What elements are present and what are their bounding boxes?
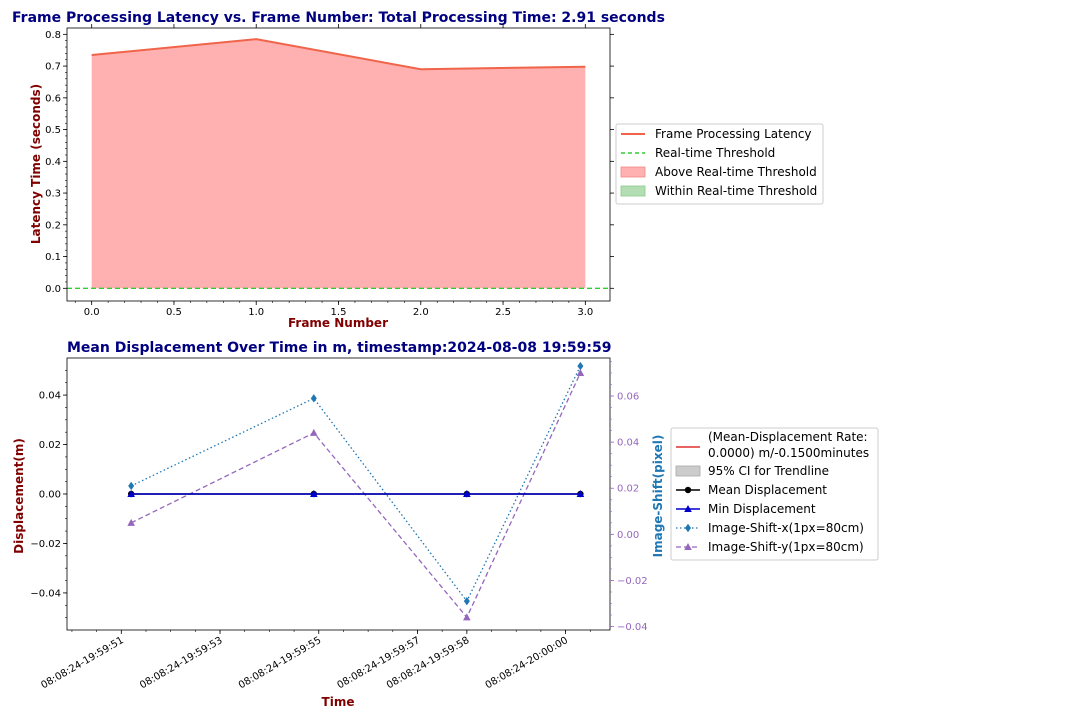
series-point <box>128 481 135 491</box>
legend-entry-label: (Mean-Displacement Rate: <box>708 430 868 444</box>
y2-tick-label: 0.04 <box>617 438 639 449</box>
y-tick-label: 0.00 <box>39 490 61 501</box>
y-tick-label: 0.8 <box>45 30 61 41</box>
y-tick-label: 0.04 <box>39 391 61 402</box>
x-tick-label: 1.0 <box>248 307 264 318</box>
y-tick-label: 0.5 <box>45 125 61 136</box>
latency-x-axis-label: Frame Number <box>288 316 388 330</box>
y2-tick-label: 0.00 <box>617 530 639 541</box>
displacement-x-ticks: 08:08:24-19:59:51 08:08:24-19:59:53 08:08:… <box>39 630 591 691</box>
legend-marker <box>684 543 692 550</box>
displacement-chart: Mean Displacement Over Time in m, timest… <box>12 340 879 709</box>
series-point <box>576 368 585 376</box>
y-tick-label: 0.3 <box>45 189 61 200</box>
latency-line <box>91 38 586 71</box>
series-point <box>463 490 471 497</box>
x-tick-label: 1.5 <box>331 307 347 318</box>
legend-marker <box>684 505 692 512</box>
legend-entry-label: 95% CI for Trendline <box>708 464 829 478</box>
x-tick-label: 2.0 <box>413 307 429 318</box>
x-tick-label: 0.5 <box>166 307 182 318</box>
legend-patch-swatch <box>620 166 646 178</box>
x-tick-label: 08:08:24-19:59:55 <box>237 635 323 691</box>
y-tick-label: 0.6 <box>45 93 61 104</box>
latency-area-group <box>67 38 610 289</box>
displacement-legend-box <box>670 427 879 561</box>
legend-entry-label: Mean Displacement <box>708 483 827 497</box>
latency-x-ticks: 0.0 0.5 1.0 1.5 2.0 2.5 3.0 <box>74 24 593 318</box>
legend-entry-label: Min Displacement <box>708 502 816 516</box>
legend-entry-label-line2: 0.0000) m/-0.1500minutes <box>708 446 869 460</box>
latency-chart: Frame Processing Latency vs. Frame Numbe… <box>12 10 824 330</box>
legend-entry-label: Image-Shift-y(1px=80cm) <box>708 540 864 554</box>
x-tick-label: 0.0 <box>84 307 100 318</box>
series-point <box>576 490 585 497</box>
y-tick-label: 0.4 <box>45 157 61 168</box>
series-line <box>130 372 581 619</box>
series-point <box>127 518 135 526</box>
y2-tick-label: −0.02 <box>617 576 648 587</box>
latency-y-axis-label: Latency Time (seconds) <box>29 84 43 244</box>
displacement-x-axis-label: Time <box>322 695 355 709</box>
image-shift-y-axis-label: Image-Shift(pixel) <box>651 435 665 558</box>
displacement-y-ticks: −0.04 −0.02 0.00 0.02 0.04 <box>30 370 67 618</box>
displacement-legend: (Mean-Displacement Rate: 0.0000) m/-0.15… <box>670 427 879 561</box>
legend-entry-label: Real-time Threshold <box>655 146 775 160</box>
series-point <box>310 394 317 403</box>
latency-chart-title: Frame Processing Latency vs. Frame Numbe… <box>12 10 665 26</box>
legend-marker <box>685 523 691 533</box>
displacement-lines-group <box>127 361 585 621</box>
series-point <box>127 490 135 497</box>
y2-tick-label: 0.02 <box>617 484 639 495</box>
y-tick-label: −0.04 <box>30 588 61 599</box>
y2-tick-label: −0.04 <box>617 622 648 633</box>
x-tick-label: 08:08:24-19:59:58 <box>385 635 471 691</box>
x-tick-label: 08:08:24-20:00:00 <box>484 635 570 691</box>
displacement-chart-title: Mean Displacement Over Time in m, timest… <box>67 340 612 356</box>
legend-entry-label: Image-Shift-x(1px=80cm) <box>708 521 864 535</box>
series-point <box>463 613 471 621</box>
displacement-y-axis-label: Displacement(m) <box>12 438 26 554</box>
y-tick-label: 0.7 <box>45 62 61 73</box>
legend-patch-swatch <box>675 465 701 477</box>
x-tick-label: 08:08:24-19:59:57 <box>336 635 422 691</box>
latency-legend-box <box>615 123 824 205</box>
series-point <box>577 361 584 371</box>
y-tick-label: 0.02 <box>39 440 61 451</box>
x-tick-label: 2.5 <box>495 307 511 318</box>
series-point <box>310 428 318 436</box>
series-line <box>130 365 581 603</box>
legend-patch-swatch <box>620 185 646 197</box>
x-tick-label: 3.0 <box>577 307 593 318</box>
y2-tick-label: 0.06 <box>617 392 639 403</box>
y-tick-label: 0.0 <box>45 284 61 295</box>
legend-entry-label: Frame Processing Latency <box>655 127 812 141</box>
image-shift-y-ticks: −0.04 −0.02 0.00 0.02 0.04 0.06 <box>610 361 648 633</box>
legend-entry-label: Within Real-time Threshold <box>655 184 817 198</box>
series-point <box>310 490 318 497</box>
legend-entry-label: Above Real-time Threshold <box>655 165 817 179</box>
y-tick-label: 0.1 <box>45 252 61 263</box>
x-tick-label: 08:08:24-19:59:51 <box>39 635 125 691</box>
y-tick-label: 0.2 <box>45 220 61 231</box>
y-tick-label: −0.02 <box>30 539 61 550</box>
series-point <box>463 596 470 606</box>
x-tick-label: 08:08:24-19:59:53 <box>138 635 224 691</box>
latency-y-ticks: 0.0 0.1 0.2 0.3 0.4 0.5 0.6 0.7 0.8 <box>45 30 614 295</box>
latency-legend: Frame Processing Latency Real-time Thresh… <box>615 123 824 205</box>
legend-marker <box>684 486 692 494</box>
above-threshold-area <box>91 39 586 289</box>
